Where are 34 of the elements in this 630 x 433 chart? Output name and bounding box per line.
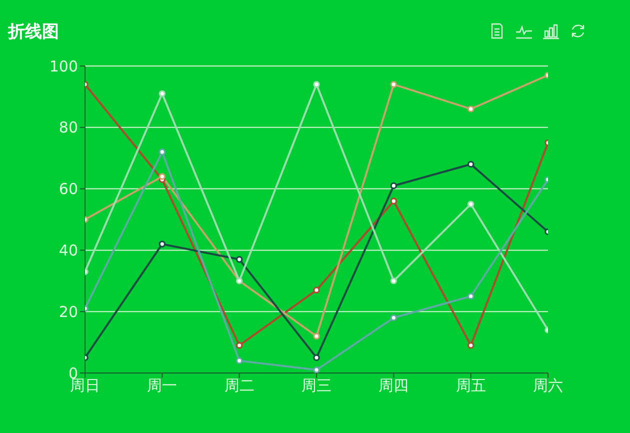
point (313, 354, 320, 362)
point (236, 342, 243, 349)
x-tick-label: 周三 (302, 376, 332, 395)
point (313, 332, 320, 340)
x-tick-label: 周一 (147, 376, 178, 395)
point (390, 278, 398, 284)
chart-title: 折线图 (8, 21, 59, 43)
y-tick-label: 20 (58, 302, 78, 321)
x-tick-label: 周六 (533, 376, 563, 395)
point (467, 160, 474, 168)
point (467, 106, 474, 112)
point (390, 198, 398, 204)
point (158, 148, 166, 156)
point (236, 357, 243, 364)
x-tick-label: 周五 (456, 376, 486, 395)
point (158, 173, 166, 180)
point (467, 292, 474, 300)
y-tick-label: 60 (58, 180, 78, 198)
point (390, 182, 398, 190)
x-tick-label: 周二 (224, 376, 254, 395)
point (158, 90, 166, 98)
point (467, 200, 474, 208)
point (313, 81, 320, 88)
point (313, 286, 320, 294)
y-tick-label: 100 (49, 57, 78, 76)
y-tick-label: 80 (58, 118, 78, 137)
point (467, 342, 474, 349)
point (313, 366, 320, 373)
point (390, 314, 398, 322)
y-tick-label: 40 (58, 242, 78, 260)
x-tick-label: 周四 (378, 376, 409, 395)
point (236, 256, 243, 263)
point (158, 240, 166, 248)
point (390, 81, 398, 88)
